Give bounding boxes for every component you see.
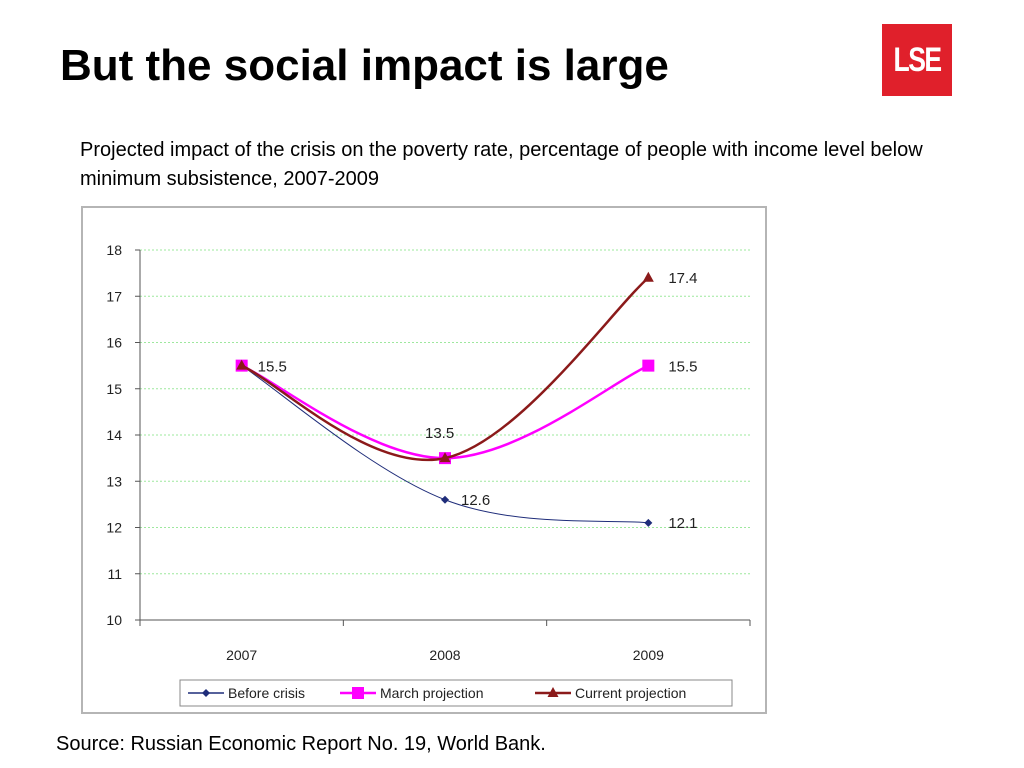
march-projection-point [642, 359, 655, 372]
current-projection-point [236, 359, 248, 370]
y-tick-label: 17 [106, 288, 122, 304]
march-projection-line [241, 364, 649, 460]
y-tick-label: 15 [106, 381, 122, 397]
data-label: 13.5 [425, 425, 454, 442]
y-tick-label: 11 [107, 566, 122, 582]
chart-caption: Projected impact of the crisis on the po… [80, 139, 923, 190]
source-note: Source: Russian Economic Report No. 19, … [56, 733, 546, 755]
before-crisis-point [644, 518, 653, 527]
slide-title: But the social impact is large [60, 41, 669, 90]
legend-swatch-marker [202, 689, 210, 697]
lse-logo: LSE [882, 24, 952, 96]
y-tick-label: 14 [106, 427, 122, 443]
current-projection-point [439, 452, 451, 463]
data-label: 12.6 [461, 492, 490, 509]
data-label: 15.5 [258, 359, 287, 376]
legend-label: Current projection [575, 685, 686, 701]
poverty-rate-chart: 10 11 12 13 14 15 16 17 18 2007 2008 2009 12.6 12.1 15… [106, 242, 751, 707]
y-tick-label: 18 [106, 242, 122, 258]
legend-swatch-marker [547, 687, 559, 697]
data-label: 15.5 [668, 359, 697, 376]
before-crisis-point [441, 495, 449, 504]
data-label: 12.1 [668, 515, 697, 532]
x-tick-label: 2008 [429, 647, 460, 663]
lse-logo-text: LSE [893, 40, 942, 79]
data-label: 17.4 [668, 270, 697, 287]
legend-box [179, 679, 733, 707]
chart-frame: 10 11 12 13 14 15 16 17 18 2007 2008 2009 12.6 12.1 15… [81, 206, 767, 714]
legend-swatch-marker [352, 687, 364, 699]
current-projection-point [642, 271, 654, 282]
y-tick-label: 10 [106, 612, 122, 628]
y-tick-label: 12 [106, 520, 122, 536]
legend-label: Before crisis [228, 685, 305, 701]
y-tick-label: 16 [106, 335, 122, 351]
legend-label: March projection [380, 685, 484, 701]
y-tick-label: 13 [106, 473, 122, 489]
x-tick-label: 2009 [633, 647, 664, 663]
x-tick-label: 2007 [226, 647, 257, 663]
